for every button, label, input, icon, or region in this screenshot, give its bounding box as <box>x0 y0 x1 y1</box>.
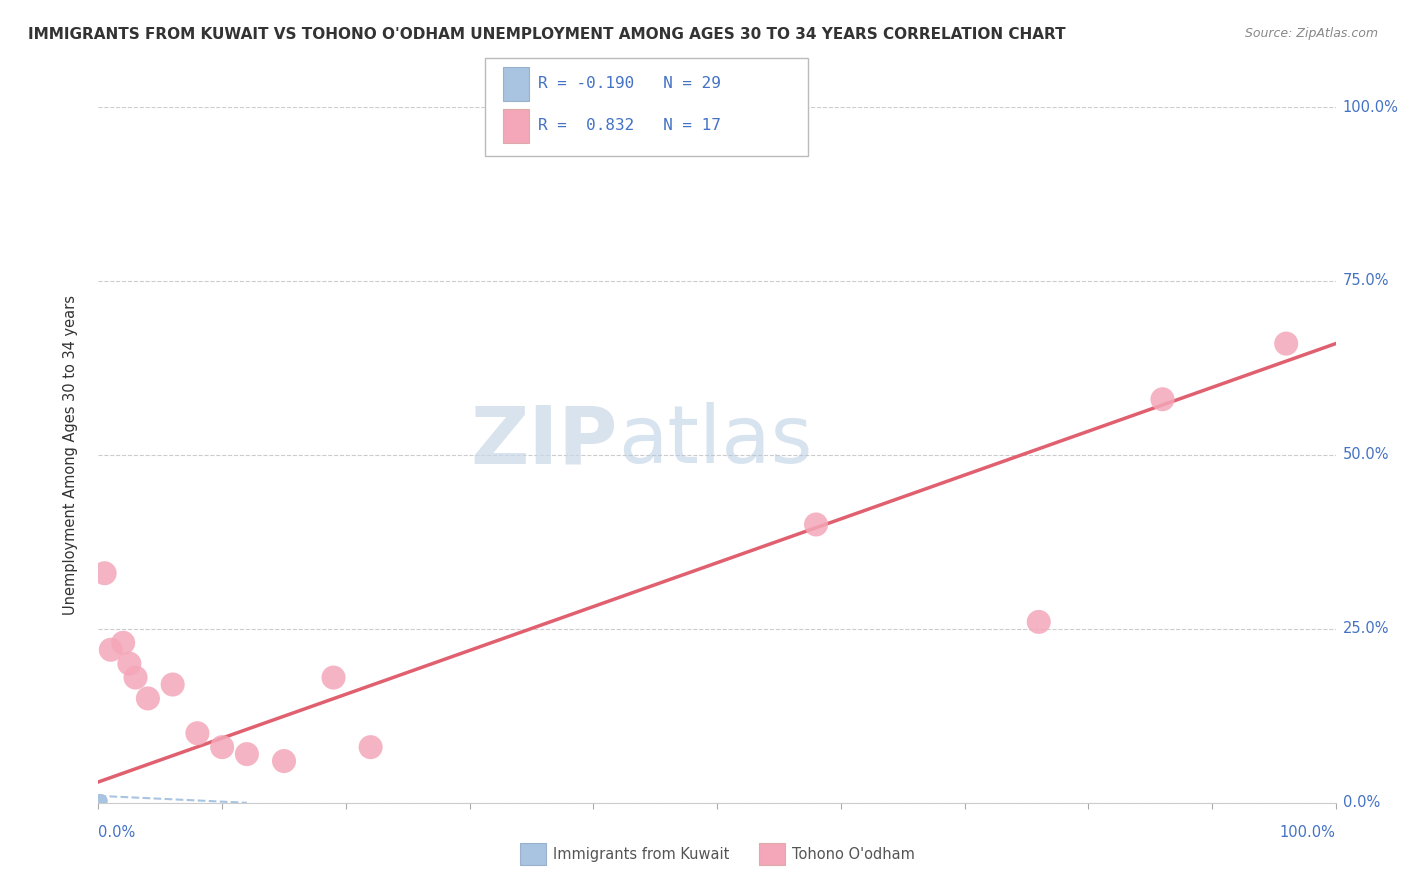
Text: Source: ZipAtlas.com: Source: ZipAtlas.com <box>1244 27 1378 40</box>
Point <box>322 671 344 685</box>
Point <box>90 794 112 808</box>
Point <box>100 642 122 657</box>
Point <box>124 671 146 685</box>
Point <box>90 794 112 808</box>
Point <box>90 795 112 809</box>
Point <box>90 793 112 807</box>
Point <box>89 795 111 809</box>
Point <box>360 740 382 755</box>
Point <box>90 794 112 808</box>
Text: 100.0%: 100.0% <box>1343 100 1399 114</box>
Point <box>90 794 112 808</box>
Point <box>273 754 295 768</box>
Point <box>162 677 184 691</box>
Point <box>89 794 111 808</box>
Y-axis label: Unemployment Among Ages 30 to 34 years: Unemployment Among Ages 30 to 34 years <box>63 295 77 615</box>
Text: Tohono O'odham: Tohono O'odham <box>792 847 914 862</box>
Point <box>112 636 135 650</box>
Point <box>1028 615 1050 629</box>
Text: 50.0%: 50.0% <box>1343 448 1389 462</box>
Point <box>804 517 827 532</box>
Point <box>186 726 208 740</box>
Point <box>91 795 114 809</box>
Text: R =  0.832   N = 17: R = 0.832 N = 17 <box>538 119 721 133</box>
Point <box>91 794 114 808</box>
Text: 25.0%: 25.0% <box>1343 622 1389 636</box>
Point <box>90 793 112 807</box>
Point <box>211 740 233 755</box>
Point <box>89 795 111 809</box>
Text: IMMIGRANTS FROM KUWAIT VS TOHONO O'ODHAM UNEMPLOYMENT AMONG AGES 30 TO 34 YEARS : IMMIGRANTS FROM KUWAIT VS TOHONO O'ODHAM… <box>28 27 1066 42</box>
Point <box>89 795 111 809</box>
Point <box>89 794 111 808</box>
Text: 75.0%: 75.0% <box>1343 274 1389 288</box>
Point <box>236 747 259 761</box>
Point <box>89 792 111 806</box>
Text: Immigrants from Kuwait: Immigrants from Kuwait <box>553 847 728 862</box>
Point <box>89 793 111 807</box>
Point <box>1275 336 1298 351</box>
Point <box>89 792 111 806</box>
Text: 0.0%: 0.0% <box>1343 796 1379 810</box>
Text: R = -0.190   N = 29: R = -0.190 N = 29 <box>538 77 721 91</box>
Point <box>89 794 111 808</box>
Point <box>118 657 141 671</box>
Point <box>91 793 114 807</box>
Point <box>90 794 112 808</box>
Text: atlas: atlas <box>619 402 813 480</box>
Text: 0.0%: 0.0% <box>98 825 135 840</box>
Point <box>89 795 111 809</box>
Point <box>89 795 111 809</box>
Point <box>90 794 112 808</box>
Text: ZIP: ZIP <box>471 402 619 480</box>
Point <box>89 792 111 806</box>
Point <box>1152 392 1174 407</box>
Point <box>90 792 112 806</box>
Point <box>89 794 111 808</box>
Point <box>89 793 111 807</box>
Point <box>89 794 111 808</box>
Point <box>136 691 159 706</box>
Point <box>93 566 115 581</box>
Text: 100.0%: 100.0% <box>1279 825 1336 840</box>
Point <box>90 794 112 808</box>
